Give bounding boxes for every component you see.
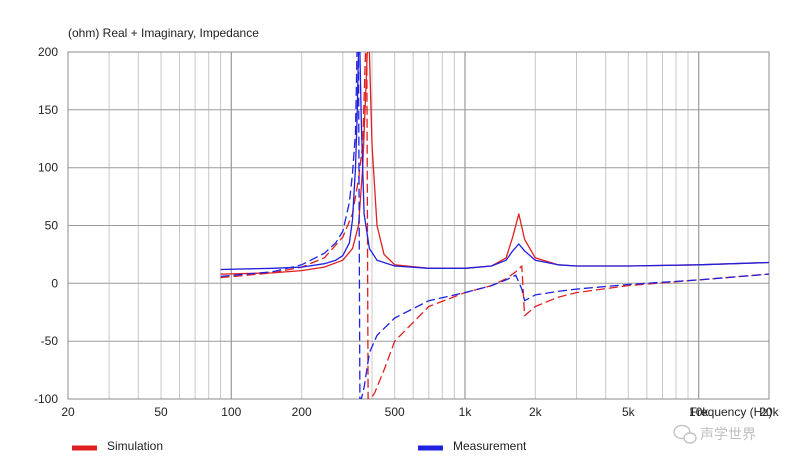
- watermark: 声学世界: [673, 424, 756, 444]
- legend-label: Simulation: [107, 439, 163, 453]
- x-tick-label: 1k: [459, 405, 473, 419]
- x-tick-label: 50: [154, 405, 168, 419]
- x-tick-label: 5k: [622, 405, 636, 419]
- legend-label: Measurement: [453, 439, 527, 453]
- x-axis-label: Frequency (Hz): [690, 405, 773, 419]
- wechat-icon: [673, 424, 697, 444]
- y-tick-label: -100: [34, 392, 58, 406]
- y-tick-label: 50: [45, 219, 59, 233]
- x-tick-label: 2k: [529, 405, 543, 419]
- watermark-text: 声学世界: [700, 426, 756, 442]
- grid-major: [68, 52, 769, 399]
- x-tick-label: 200: [292, 405, 312, 419]
- x-tick-label: 100: [221, 405, 241, 419]
- y-tick-label: 200: [38, 45, 58, 59]
- y-axis-tick-labels: -100 -50 0 50 100 150 200: [34, 45, 58, 406]
- legend: Simulation Measurement: [72, 439, 527, 453]
- x-tick-label: 20: [61, 405, 75, 419]
- x-tick-label: 20k: [759, 405, 779, 419]
- chart-title: (ohm) Real + Imaginary, Impedance: [68, 26, 259, 40]
- series-line-measurement-imaginary: [220, 52, 769, 399]
- series-line-simulation-imaginary: [220, 52, 769, 399]
- x-tick-label: 500: [385, 405, 405, 419]
- y-tick-label: 150: [38, 103, 58, 117]
- y-tick-label: -50: [41, 334, 59, 348]
- x-tick-label: 10k: [689, 405, 709, 419]
- plot-frame: [67, 51, 770, 400]
- series-line-measurement-real: [220, 52, 769, 271]
- series-layer: [220, 52, 769, 399]
- series-line-simulation-real: [220, 52, 769, 275]
- y-tick-label: 100: [38, 161, 58, 175]
- y-tick-label: 0: [51, 276, 58, 290]
